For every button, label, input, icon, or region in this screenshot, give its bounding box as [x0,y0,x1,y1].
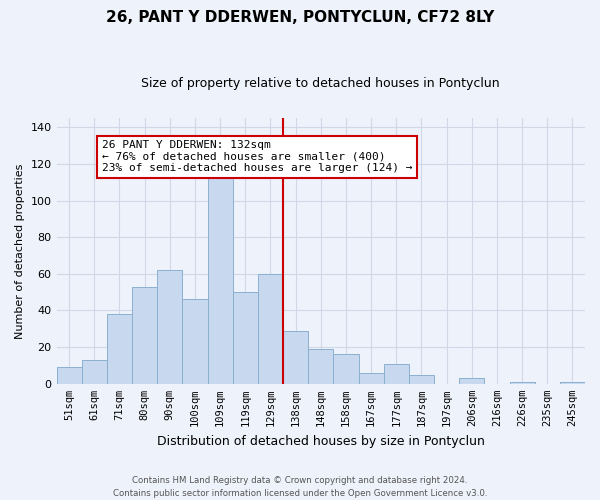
Text: 26, PANT Y DDERWEN, PONTYCLUN, CF72 8LY: 26, PANT Y DDERWEN, PONTYCLUN, CF72 8LY [106,10,494,25]
Bar [560,382,585,384]
Bar [383,364,409,384]
Bar [459,378,484,384]
Bar [56,368,82,384]
Bar [233,292,258,384]
Bar [283,330,308,384]
Bar [334,354,359,384]
Bar [132,286,157,384]
Title: Size of property relative to detached houses in Pontyclun: Size of property relative to detached ho… [142,78,500,90]
Bar [82,360,107,384]
Bar [509,382,535,384]
Y-axis label: Number of detached properties: Number of detached properties [15,163,25,338]
Text: Contains HM Land Registry data © Crown copyright and database right 2024.
Contai: Contains HM Land Registry data © Crown c… [113,476,487,498]
Bar [359,373,383,384]
Bar [258,274,283,384]
Bar [107,314,132,384]
Bar [308,349,334,384]
Bar [157,270,182,384]
Bar [208,176,233,384]
X-axis label: Distribution of detached houses by size in Pontyclun: Distribution of detached houses by size … [157,434,485,448]
Bar [182,300,208,384]
Bar [409,374,434,384]
Text: 26 PANT Y DDERWEN: 132sqm
← 76% of detached houses are smaller (400)
23% of semi: 26 PANT Y DDERWEN: 132sqm ← 76% of detac… [102,140,412,173]
